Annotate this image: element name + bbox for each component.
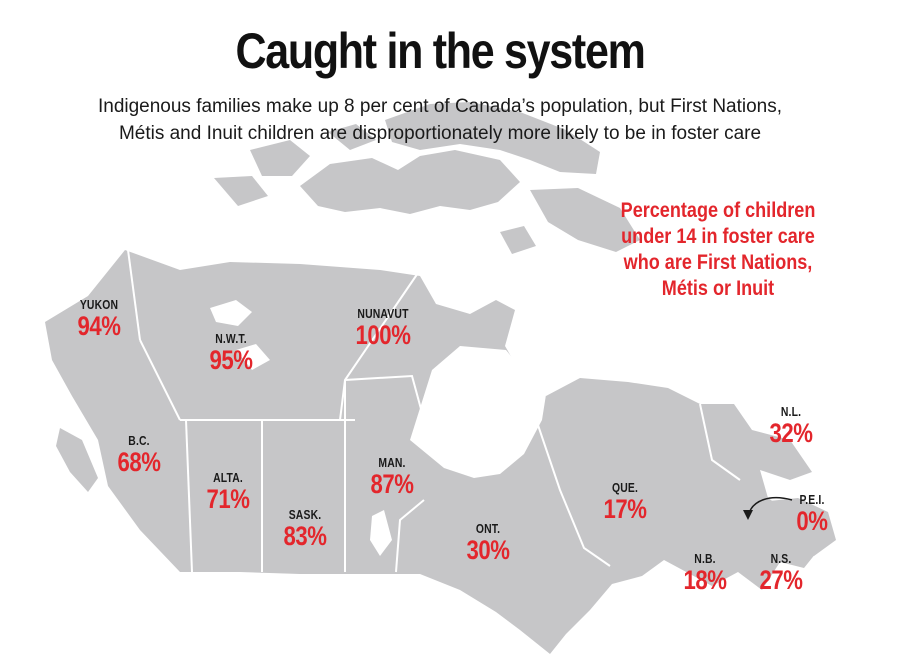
region-abbr: N.S.	[770, 551, 792, 566]
region-label-ns: N.S. 27%	[726, 551, 836, 594]
region-value: 32%	[769, 418, 813, 448]
region-label-alta: ALTA. 71%	[173, 470, 283, 513]
region-label-nunavut: NUNAVUT 100%	[328, 306, 438, 349]
region-label-nwt: N.W.T. 95%	[176, 331, 286, 374]
region-value: 17%	[603, 494, 647, 524]
region-label-pei: P.E.I. 0%	[757, 492, 867, 535]
region-label-ont: ONT. 30%	[433, 521, 543, 564]
region-value: 18%	[683, 565, 727, 595]
region-abbr: N.W.T.	[215, 331, 247, 346]
region-abbr: ALTA.	[213, 470, 243, 485]
region-abbr: P.E.I.	[799, 492, 825, 507]
page-title: Caught in the system	[235, 23, 645, 79]
region-value: 71%	[206, 484, 250, 514]
region-label-nl: N.L. 32%	[736, 404, 846, 447]
region-abbr: SASK.	[288, 507, 322, 522]
region-abbr: B.C.	[128, 433, 150, 448]
region-value: 100%	[355, 320, 411, 350]
legend-line-3: who are First Nations,	[623, 251, 813, 274]
region-value: 95%	[209, 345, 253, 375]
region-label-bc: B.C. 68%	[84, 433, 194, 476]
region-abbr: YUKON	[79, 297, 119, 312]
water-bodies	[210, 300, 548, 556]
region-label-man: MAN. 87%	[337, 455, 447, 498]
region-value: 27%	[759, 565, 803, 595]
region-abbr: ONT.	[475, 521, 501, 536]
region-label-yukon: YUKON 94%	[44, 297, 154, 340]
region-value: 94%	[77, 311, 121, 341]
region-abbr: N.B.	[694, 551, 716, 566]
legend-line-2: under 14 in foster care	[621, 225, 815, 248]
region-value: 87%	[370, 469, 414, 499]
subtitle-line-1: Indigenous families make up 8 per cent o…	[97, 96, 783, 117]
provincial-borders	[127, 249, 741, 573]
subtitle-line-2: Métis and Inuit children are disproporti…	[118, 123, 762, 144]
legend-line-1: Percentage of children	[620, 199, 816, 222]
region-value: 0%	[796, 506, 828, 536]
region-abbr: N.L.	[780, 404, 802, 419]
legend-line-4: Métis or Inuit	[661, 277, 775, 300]
subtitle: Indigenous families make up 8 per cent o…	[30, 93, 850, 147]
region-abbr: MAN.	[378, 455, 406, 470]
region-abbr: NUNAVUT	[357, 306, 409, 321]
legend-text: Percentage of children under 14 in foste…	[613, 198, 823, 302]
region-label-sask: SASK. 83%	[250, 507, 360, 550]
region-label-nb: N.B. 18%	[650, 551, 760, 594]
region-value: 68%	[117, 447, 161, 477]
region-value: 83%	[283, 521, 327, 551]
region-label-que: QUE. 17%	[570, 480, 680, 523]
region-value: 30%	[466, 535, 510, 565]
region-abbr: QUE.	[611, 480, 639, 495]
